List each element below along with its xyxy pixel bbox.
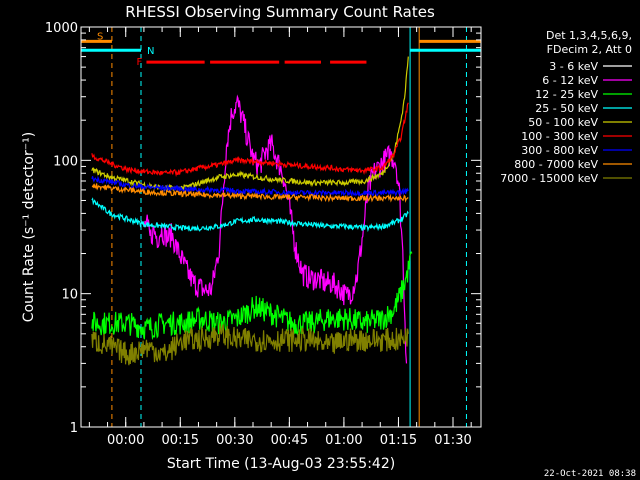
series-line-4 <box>91 56 409 193</box>
legend-header-1: FDecim 2, Att 0 <box>547 43 632 56</box>
series-line-2 <box>91 251 413 341</box>
series-line-6 <box>91 175 409 198</box>
series-line-8 <box>91 323 409 366</box>
plot-frame <box>80 26 482 428</box>
y-tick-label-3: 1000 <box>45 21 78 36</box>
series-line-7 <box>91 183 409 203</box>
y-axis-label: Count Rate (s⁻¹ detector⁻¹) <box>21 132 37 322</box>
series-line-5 <box>91 102 409 178</box>
legend-header-0: Det 1,3,4,5,6,9, <box>546 29 632 42</box>
x-tick-label-3: 00:45 <box>271 433 308 448</box>
y-tick-label-0: 1 <box>70 421 78 436</box>
series-line-1 <box>142 94 408 364</box>
footer-date: 22-Oct-2021 08:38 <box>544 469 636 479</box>
flag-label-N: N <box>147 46 154 57</box>
legend-label-5: 100 - 300 keV <box>521 130 598 143</box>
legend-label-0: 3 - 6 keV <box>549 60 598 73</box>
x-tick-label-6: 01:30 <box>434 433 471 448</box>
legend-label-4: 50 - 100 keV <box>528 116 598 129</box>
flag-label-S: S <box>97 31 103 42</box>
x-tick-label-2: 00:30 <box>216 433 253 448</box>
flag-label-F: F <box>136 57 142 68</box>
x-tick-label-0: 00:00 <box>107 433 144 448</box>
y-tick-label-2: 100 <box>53 154 78 169</box>
x-tick-label-4: 01:00 <box>325 433 362 448</box>
legend-label-6: 300 - 800 keV <box>521 144 598 157</box>
chart-title: RHESSI Observing Summary Count Rates <box>125 3 435 21</box>
x-tick-label-1: 00:15 <box>162 433 199 448</box>
legend-label-8: 7000 - 15000 keV <box>500 172 598 185</box>
series-line-0 <box>142 105 409 404</box>
legend-label-1: 6 - 12 keV <box>542 74 598 87</box>
legend-label-7: 800 - 7000 keV <box>514 158 598 171</box>
legend-label-3: 25 - 50 keV <box>535 102 598 115</box>
series-line-3 <box>91 197 409 233</box>
x-axis-label: Start Time (13-Aug-03 23:55:42) <box>167 456 395 472</box>
legend-label-2: 12 - 25 keV <box>535 88 598 101</box>
y-tick-label-1: 10 <box>61 288 78 303</box>
x-tick-label-5: 01:15 <box>380 433 417 448</box>
